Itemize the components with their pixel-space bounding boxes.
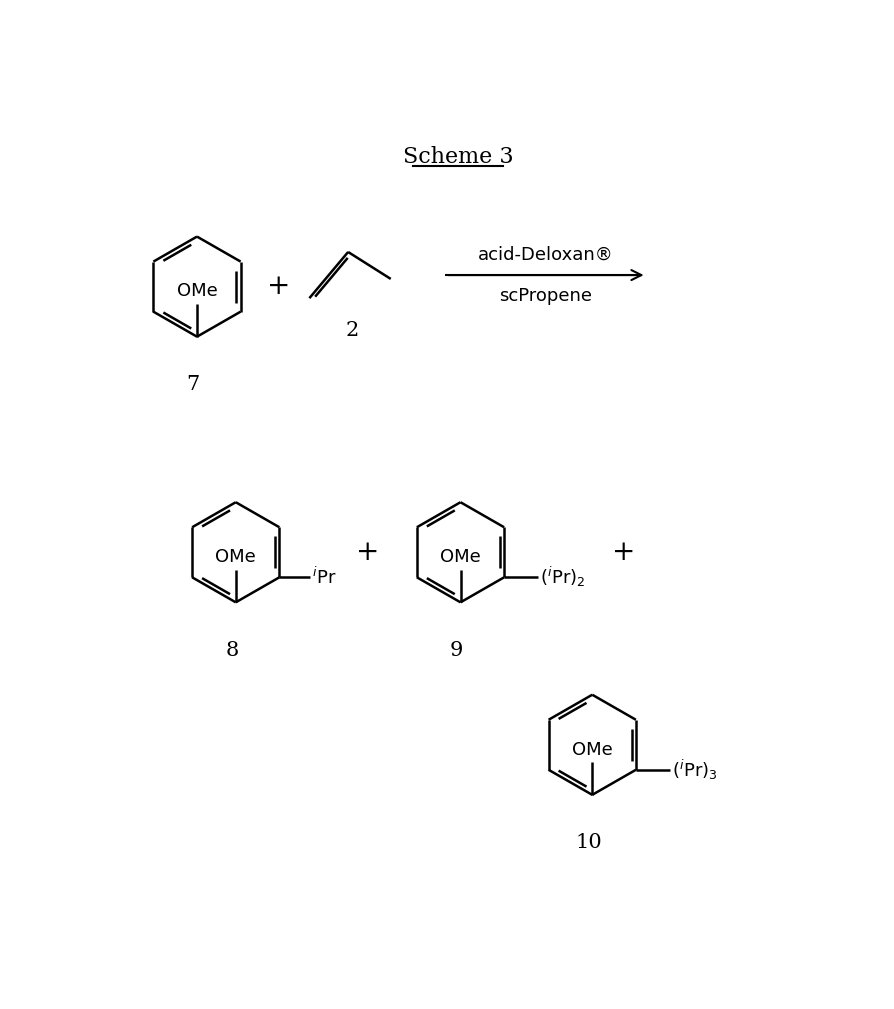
Text: ($^i$Pr)$_2$: ($^i$Pr)$_2$ <box>540 565 586 589</box>
Text: acid-Deloxan®: acid-Deloxan® <box>478 245 613 263</box>
Text: Scheme 3: Scheme 3 <box>403 145 513 167</box>
Text: 8: 8 <box>225 641 239 660</box>
Text: 10: 10 <box>575 833 602 853</box>
Text: 9: 9 <box>450 641 463 660</box>
Text: scPropene: scPropene <box>499 287 592 305</box>
Text: 2: 2 <box>345 321 358 340</box>
Text: ($^i$Pr)$_3$: ($^i$Pr)$_3$ <box>671 758 717 782</box>
Text: +: + <box>266 273 290 300</box>
Text: $^i$Pr: $^i$Pr <box>312 567 336 588</box>
Text: 7: 7 <box>187 375 199 395</box>
Text: OMe: OMe <box>215 548 256 566</box>
Text: OMe: OMe <box>177 283 217 301</box>
Text: +: + <box>611 539 635 566</box>
Text: OMe: OMe <box>440 548 481 566</box>
Text: +: + <box>356 539 379 566</box>
Text: OMe: OMe <box>572 741 612 759</box>
